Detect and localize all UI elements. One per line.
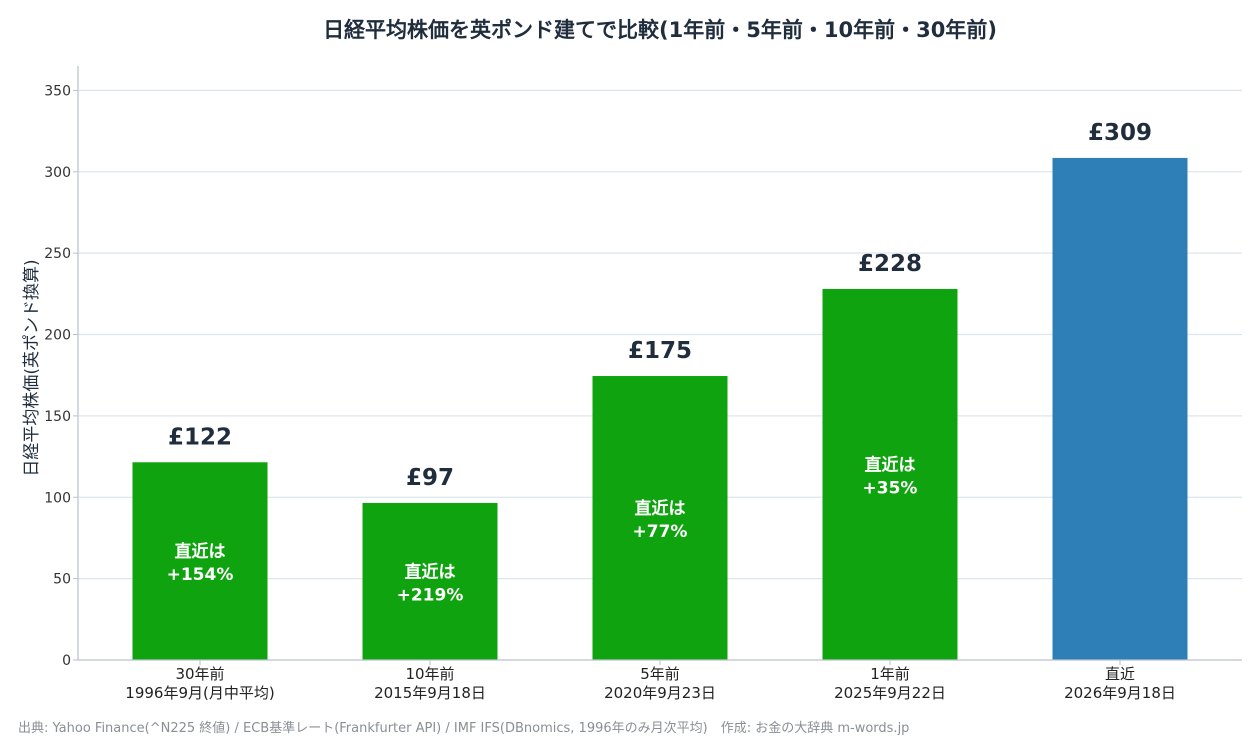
y-tick-label: 250 [44,246,71,262]
bar-change-label: 直近は+219% [397,561,464,605]
x-category-label: 5年前 2020年9月23日 [604,665,716,702]
y-tick-label: 200 [44,328,71,344]
bar [362,502,498,660]
y-tick-label: 100 [44,490,71,506]
x-category-label: 30年前 1996年9月(月中平均) [125,665,274,702]
y-tick-label: 0 [62,653,71,669]
y-tick-label: 150 [44,409,71,425]
source-note: 出典: Yahoo Finance(^N225 終値) / ECB基準レート(F… [18,720,909,736]
bar-change-label: 直近は+154% [167,541,234,585]
x-category-label: 10年前 2015年9月18日 [374,665,486,702]
bar-value-label: £228 [858,251,922,277]
bar [132,462,268,660]
bar-change-label: 直近は+77% [633,498,688,542]
bar-change-label: 直近は+35% [863,454,918,498]
y-axis-label: 日経平均株価(英ポンド換算) [22,259,42,476]
bar-value-label: £97 [406,465,454,491]
bar [822,288,958,660]
bar [1052,157,1188,661]
bar-value-label: £122 [168,424,232,450]
bar-value-label: £309 [1088,120,1152,146]
chart-title: 日経平均株価を英ポンド建てで比較(1年前・5年前・10年前・30年前) [323,18,997,42]
bar [592,376,728,660]
y-tick-label: 350 [44,83,71,99]
x-category-label: 1年前 2025年9月22日 [834,665,946,702]
y-tick-label: 300 [44,165,71,181]
x-category-label: 直近 2026年9月18日 [1064,665,1176,702]
y-tick-label: 50 [53,572,71,588]
bar-value-label: £175 [628,338,692,364]
